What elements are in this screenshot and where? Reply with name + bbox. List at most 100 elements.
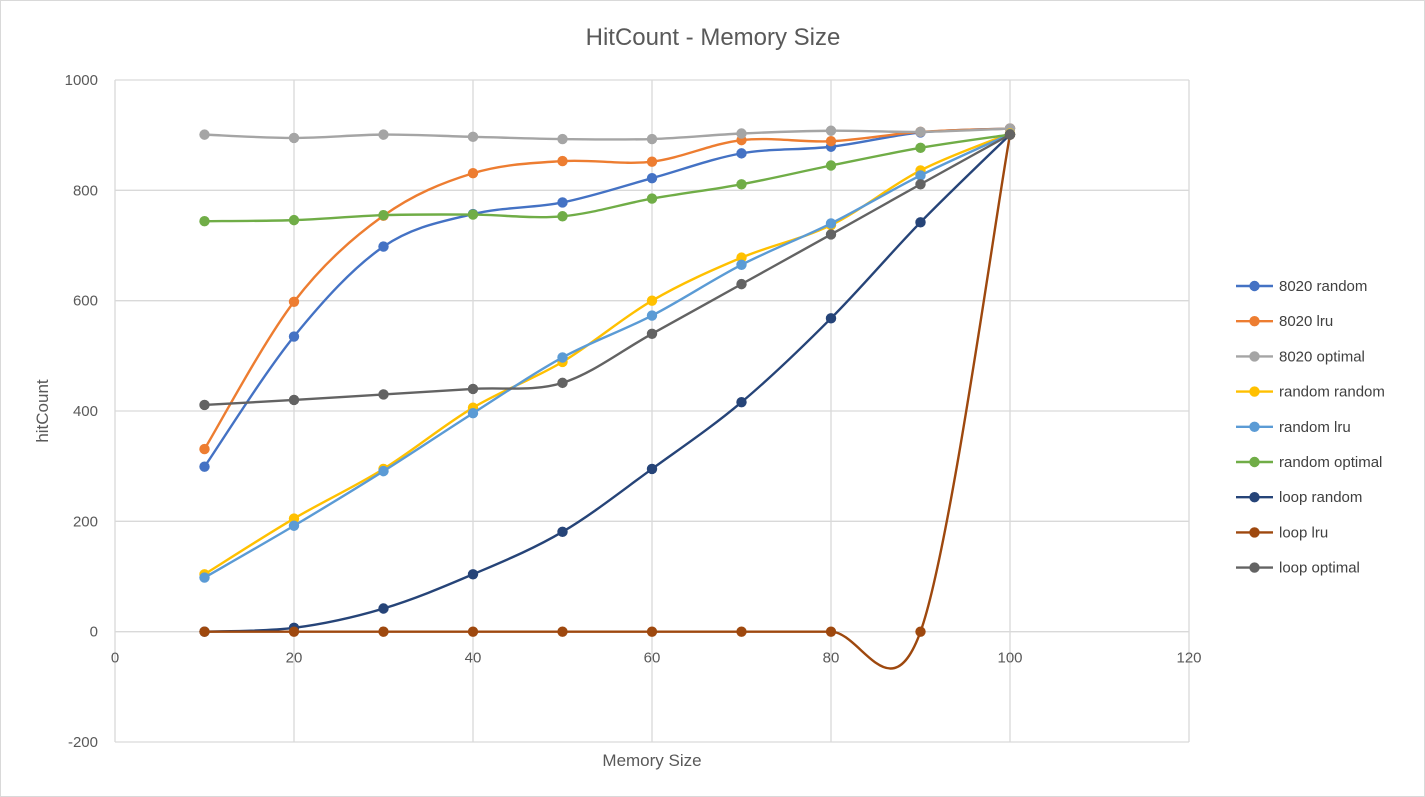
data-point <box>646 172 658 184</box>
data-point <box>736 278 747 290</box>
x-tick-label: 0 <box>111 650 119 667</box>
data-point <box>378 626 389 637</box>
legend-label: 8020 random <box>1279 278 1367 295</box>
data-point <box>646 463 658 475</box>
data-point <box>646 156 658 167</box>
legend: 8020 random 8020 lru 8020 optimal random ra… <box>1236 278 1385 577</box>
data-point <box>378 603 389 614</box>
data-point <box>199 572 210 583</box>
data-point <box>825 125 837 136</box>
data-point <box>557 526 568 538</box>
data-point <box>199 399 210 411</box>
data-point <box>467 408 479 419</box>
legend-item-8020-random: 8020 random <box>1236 278 1367 295</box>
data-point <box>288 331 300 342</box>
data-point <box>557 377 568 389</box>
series-random-random <box>199 128 1016 580</box>
data-point <box>199 461 210 472</box>
data-point <box>646 328 658 339</box>
legend-label: loop optimal <box>1279 560 1360 577</box>
data-point <box>557 155 568 167</box>
data-point <box>288 296 300 307</box>
data-point <box>1004 129 1016 140</box>
data-point <box>199 626 210 637</box>
data-point <box>378 241 389 252</box>
data-point <box>736 148 747 159</box>
x-tick-label: 80 <box>823 650 840 667</box>
data-point <box>557 626 568 637</box>
legend-item-8020-lru: 8020 lru <box>1236 313 1333 330</box>
data-point <box>378 209 389 221</box>
legend-swatch-marker <box>1249 280 1260 292</box>
data-point <box>736 259 747 271</box>
series-random-lru <box>199 128 1016 583</box>
data-point <box>288 513 300 524</box>
legend-label: random random <box>1279 384 1385 401</box>
y-tick-label: 0 <box>90 624 98 641</box>
data-point <box>467 168 479 179</box>
legend-item-loop-optimal: loop optimal <box>1236 560 1360 577</box>
data-point <box>288 394 300 406</box>
series-8020-random <box>199 123 1016 472</box>
y-axis-title: hitCount <box>33 379 52 443</box>
series-line-loop-optimal <box>204 133 1011 407</box>
chart-title: HitCount - Memory Size <box>586 24 841 51</box>
data-point <box>557 133 568 145</box>
data-point <box>467 569 479 580</box>
data-point <box>199 216 210 227</box>
legend-swatch-marker <box>1249 492 1260 503</box>
legend-label: random lru <box>1279 419 1351 436</box>
tick-labels: -200 0 200 400 600 800 1000 0 20 40 60 80 100 120 <box>65 72 1202 751</box>
series-loop-random <box>199 129 1016 637</box>
series-line-random-lru <box>203 132 1011 579</box>
legend-item-loop-lru: loop lru <box>1236 524 1328 541</box>
legend-label: loop random <box>1279 489 1362 506</box>
data-point <box>288 520 300 531</box>
legend-item-8020-optimal: 8020 optimal <box>1236 348 1365 365</box>
series-line-loop-lru <box>204 134 1012 670</box>
series-line-8020-random <box>203 127 1011 468</box>
data-point <box>378 129 389 140</box>
y-tick-label: -200 <box>68 734 98 751</box>
data-point <box>825 160 837 171</box>
legend-swatch-marker <box>1249 456 1260 468</box>
series-loop-optimal <box>199 129 1016 411</box>
x-tick-label: 40 <box>465 650 482 667</box>
series-random-optimal <box>199 129 1016 227</box>
legend-item-random-random: random random <box>1236 384 1385 401</box>
series-8020-optimal <box>199 123 1016 145</box>
data-point <box>557 211 568 222</box>
data-point <box>199 443 210 455</box>
legend-label: random optimal <box>1279 454 1382 471</box>
legend-label: 8020 optimal <box>1279 348 1365 365</box>
legend-label: 8020 lru <box>1279 313 1333 330</box>
data-point <box>288 214 300 226</box>
legend-swatch-marker <box>1249 421 1260 432</box>
data-point <box>646 193 658 204</box>
series-lines <box>199 123 1016 670</box>
data-point <box>378 389 389 400</box>
x-tick-label: 100 <box>997 650 1022 667</box>
data-point <box>825 229 837 240</box>
series-loop-lru <box>199 129 1016 670</box>
y-tick-label: 200 <box>73 513 98 530</box>
data-point <box>288 132 300 144</box>
data-point <box>825 626 837 637</box>
data-point <box>915 126 926 138</box>
legend-label: loop lru <box>1279 524 1328 541</box>
series-8020-lru <box>199 123 1016 455</box>
data-point <box>378 465 389 477</box>
series-line-8020-lru <box>203 127 1011 450</box>
data-point <box>915 142 926 154</box>
legend-swatch-marker <box>1249 316 1260 327</box>
data-point <box>915 179 926 190</box>
data-point <box>825 136 837 147</box>
legend-swatch-marker <box>1249 527 1260 538</box>
y-tick-label: 600 <box>73 293 98 310</box>
x-tick-label: 60 <box>644 650 661 667</box>
data-point <box>915 626 926 637</box>
data-point <box>825 313 837 324</box>
x-tick-label: 120 <box>1176 650 1201 667</box>
